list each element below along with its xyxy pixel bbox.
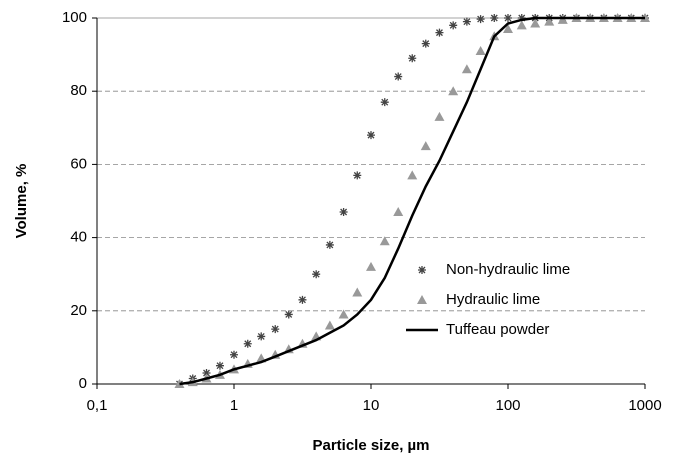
point [449, 21, 458, 30]
point [271, 325, 280, 334]
point [407, 170, 418, 180]
y-tick-label: 80 [70, 82, 87, 99]
point [475, 45, 486, 55]
point [230, 350, 238, 359]
legend-swatch [418, 266, 426, 274]
point [461, 64, 472, 74]
y-tick-label: 60 [70, 155, 87, 172]
point [353, 171, 362, 180]
point [516, 20, 527, 30]
point [557, 14, 568, 24]
point [490, 14, 499, 22]
point [312, 270, 321, 279]
x-tick-label: 0,1 [87, 397, 108, 414]
point [504, 14, 512, 22]
point [352, 287, 363, 297]
x-tick-label: 1000 [628, 397, 661, 414]
point [517, 14, 526, 22]
y-tick-label: 20 [70, 302, 87, 319]
x-tick-label: 1 [230, 397, 238, 414]
legend-label: Hydraulic lime [446, 291, 540, 308]
y-tick-label: 0 [79, 375, 87, 392]
point [338, 309, 349, 319]
point [380, 98, 389, 107]
point [530, 18, 541, 28]
point [394, 72, 403, 81]
point [393, 206, 404, 216]
point [367, 131, 375, 140]
point [325, 240, 334, 249]
legend-swatch [417, 295, 427, 304]
point [339, 207, 348, 216]
point [379, 236, 390, 246]
point [462, 17, 471, 26]
point [420, 141, 431, 151]
point [421, 39, 430, 48]
point [434, 111, 445, 121]
x-tick-label: 10 [363, 397, 380, 414]
legend-label: Tuffeau powder [446, 321, 549, 338]
point [257, 332, 266, 341]
point [324, 320, 335, 330]
point [476, 15, 485, 24]
point [284, 310, 293, 319]
y-tick-label: 40 [70, 229, 87, 246]
y-tick-label: 100 [62, 9, 87, 26]
legend-label: Non-hydraulic lime [446, 261, 570, 278]
point [503, 23, 513, 33]
point [215, 361, 224, 370]
line [179, 16, 645, 386]
point [202, 369, 211, 378]
y-axis-title: Volume, % [13, 164, 30, 239]
point [448, 86, 459, 96]
point [435, 28, 444, 37]
point [243, 339, 252, 348]
point [366, 261, 376, 271]
x-axis-title: Particle size, µm [312, 437, 429, 454]
point [298, 295, 307, 304]
point [544, 16, 555, 26]
point [408, 54, 417, 63]
x-tick-label: 100 [495, 397, 520, 414]
